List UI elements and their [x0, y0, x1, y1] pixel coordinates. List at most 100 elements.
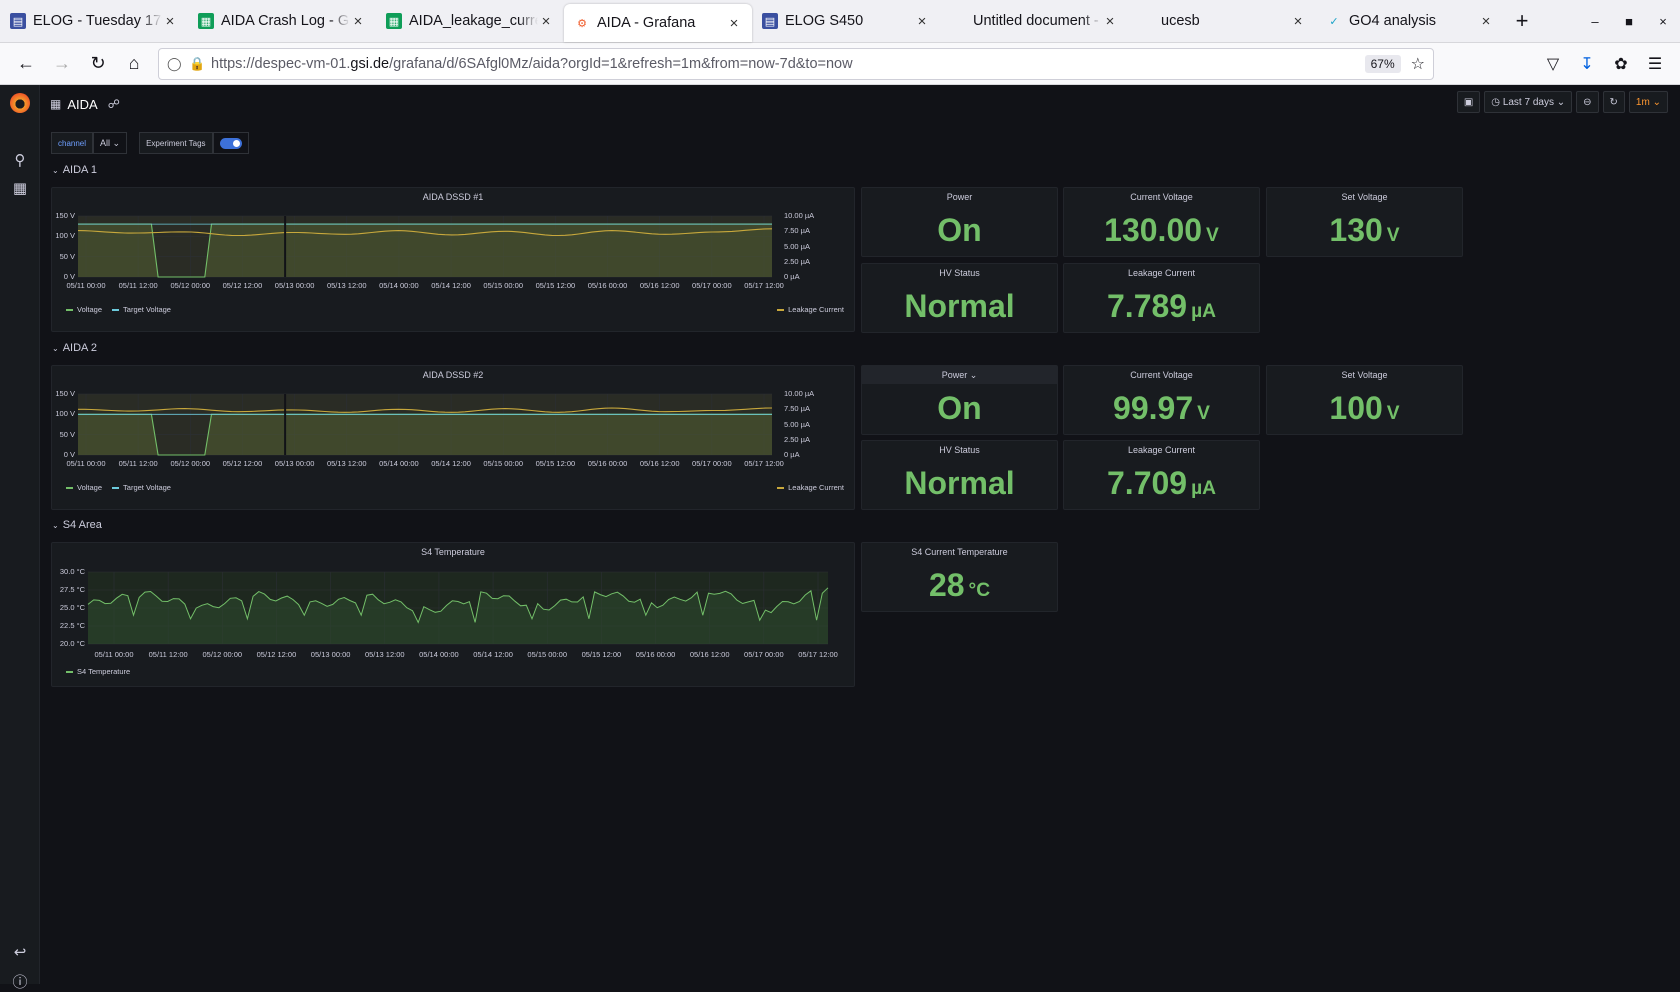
- panel-title[interactable]: Power ⌄: [862, 366, 1057, 384]
- stat-panel-leakage-2[interactable]: Leakage Current 7.709 µA: [1063, 440, 1260, 510]
- close-icon[interactable]: ×: [353, 12, 363, 30]
- tv-mode-icon[interactable]: ▣: [1456, 91, 1481, 113]
- close-icon[interactable]: ×: [917, 12, 927, 30]
- legend-item[interactable]: Target Voltage: [112, 305, 171, 314]
- graph-panel-aida1[interactable]: AIDA DSSD #1 05/11 00:00 05/11 12:00 05/12…: [51, 187, 855, 332]
- minimize-icon[interactable]: –: [1591, 13, 1599, 29]
- sheets-icon: ▦: [198, 13, 214, 29]
- stat-panel-set-voltage-1[interactable]: Set Voltage 130 V: [1266, 187, 1463, 257]
- stat-unit: µA: [1191, 301, 1216, 322]
- row-header-s4[interactable]: ⌄ S4 Area: [52, 519, 102, 531]
- x-tick-label: 05/14 12:00: [431, 281, 471, 290]
- zoom-level[interactable]: 67%: [1364, 54, 1401, 73]
- browser-tab[interactable]: ⚙ AIDA - Grafana ×: [564, 4, 752, 42]
- new-tab-icon[interactable]: +: [1515, 8, 1529, 33]
- stat-panel-leakage-1[interactable]: Leakage Current 7.789 µA: [1063, 263, 1260, 333]
- bookmark-star-icon[interactable]: ☆: [1410, 55, 1425, 73]
- lock-icon[interactable]: 🔒: [189, 55, 206, 71]
- legend-swatch: [66, 671, 73, 673]
- extension-icon[interactable]: ✿: [1614, 55, 1628, 73]
- stat-value: 7.789 µA: [1064, 288, 1259, 325]
- blank-page-icon: [950, 13, 966, 29]
- row-header-aida1[interactable]: ⌄ AIDA 1: [52, 164, 97, 176]
- legend-item[interactable]: Leakage Current: [777, 305, 844, 314]
- stat-unit: V: [1206, 225, 1219, 246]
- stat-panel-s4-temp[interactable]: S4 Current Temperature 28 °C: [861, 542, 1058, 612]
- window-close-icon[interactable]: ×: [1659, 13, 1667, 29]
- chart-legend-left: Voltage Target Voltage: [66, 483, 171, 492]
- download-icon[interactable]: ↧: [1580, 55, 1594, 73]
- url-bar[interactable]: ◯ 🔒 https://despec-vm-01.gsi.de/grafana/…: [158, 47, 1434, 80]
- x-tick-label: 05/16 12:00: [639, 281, 680, 290]
- reload-icon[interactable]: ↻: [90, 53, 106, 73]
- sign-in-icon[interactable]: ↩: [13, 944, 27, 961]
- stat-panel-power-1[interactable]: Power On: [861, 187, 1058, 257]
- chart-legend-left: Voltage Target Voltage: [66, 305, 171, 314]
- dashboard-title[interactable]: AIDA: [67, 96, 98, 112]
- time-picker[interactable]: ◷ Last 7 days ⌄: [1484, 91, 1573, 113]
- menu-icon[interactable]: ☰: [1647, 55, 1663, 73]
- close-icon[interactable]: ×: [729, 14, 739, 32]
- chart-svg: [78, 393, 773, 456]
- graph-panel-aida2[interactable]: AIDA DSSD #2 05/11 00:00 05/11 12:00 05/12…: [51, 365, 855, 510]
- legend-item[interactable]: Target Voltage: [112, 483, 171, 492]
- close-icon[interactable]: ×: [541, 12, 551, 30]
- share-icon[interactable]: ☍: [107, 97, 120, 111]
- legend-item[interactable]: S4 Temperature: [66, 667, 130, 676]
- y-left-tick-label: 50 V: [59, 251, 75, 261]
- dashboards-icon[interactable]: ▦: [12, 180, 28, 197]
- x-tick-label: 05/14 00:00: [379, 281, 419, 290]
- series-area-temperature: [88, 587, 828, 644]
- template-variables: channel All ⌄ Experiment Tags: [51, 132, 249, 154]
- panel-title: Set Voltage: [1341, 370, 1388, 380]
- x-tick-label: 05/14 12:00: [431, 459, 471, 468]
- help-icon[interactable]: ⓘ: [12, 974, 28, 991]
- legend-item[interactable]: Leakage Current: [777, 483, 844, 492]
- x-tick-label: 05/12 00:00: [170, 459, 211, 468]
- browser-tab[interactable]: ▦ AIDA Crash Log - Go ×: [188, 0, 376, 42]
- stat-panel-power-2[interactable]: Power ⌄ On: [861, 365, 1058, 435]
- stat-number: 99.97: [1113, 390, 1194, 426]
- channel-select[interactable]: All ⌄: [93, 132, 128, 154]
- grafana-logo[interactable]: [0, 93, 40, 113]
- experiment-tags-toggle[interactable]: [212, 132, 249, 154]
- x-tick-label: 05/16 00:00: [587, 281, 628, 290]
- stat-unit: °C: [968, 580, 991, 601]
- close-icon[interactable]: ×: [165, 12, 175, 30]
- browser-tab[interactable]: Untitled document - S4×: [940, 0, 1128, 42]
- stat-panel-hv-status-1[interactable]: HV Status Normal: [861, 263, 1058, 333]
- legend-item[interactable]: Voltage: [66, 483, 102, 492]
- row-header-aida2[interactable]: ⌄ AIDA 2: [52, 342, 97, 354]
- url-text[interactable]: https://despec-vm-01.gsi.de/grafana/d/6S…: [211, 55, 853, 72]
- browser-tab[interactable]: ✓ GO4 analysis ×: [1316, 0, 1504, 42]
- close-icon[interactable]: ×: [1293, 12, 1303, 30]
- refresh-interval[interactable]: 1m ⌄: [1628, 91, 1668, 113]
- refresh-icon[interactable]: ↻: [1602, 91, 1625, 113]
- stat-panel-set-voltage-2[interactable]: Set Voltage 100 V: [1266, 365, 1463, 435]
- x-tick-label: 05/12 00:00: [202, 650, 243, 659]
- browser-tab[interactable]: ▤ ELOG S450 ×: [752, 0, 940, 42]
- graph-panel-s4-temperature[interactable]: S4 Temperature 05/11 00:00 05/11 12:00 05/…: [51, 542, 855, 687]
- forward-icon[interactable]: →: [53, 53, 71, 73]
- browser-tab[interactable]: ▦ AIDA_leakage_curre ×: [376, 0, 564, 42]
- pocket-icon[interactable]: ▽: [1546, 55, 1560, 73]
- browser-tab[interactable]: ▤ ELOG - Tuesday 17th ×: [0, 0, 188, 42]
- legend-item[interactable]: Voltage: [66, 305, 102, 314]
- close-icon[interactable]: ×: [1481, 12, 1491, 30]
- home-icon[interactable]: ⌂: [128, 53, 140, 73]
- browser-tab[interactable]: ucesb ×: [1128, 0, 1316, 42]
- zoom-out-icon[interactable]: ⊖: [1576, 91, 1599, 113]
- stat-panel-current-voltage-1[interactable]: Current Voltage 130.00 V: [1063, 187, 1260, 257]
- shield-icon[interactable]: ◯: [167, 55, 182, 71]
- stat-panel-hv-status-2[interactable]: HV Status Normal: [861, 440, 1058, 510]
- stat-panel-current-voltage-2[interactable]: Current Voltage 99.97 V: [1063, 365, 1260, 435]
- x-tick-label: 05/15 00:00: [483, 459, 524, 468]
- back-icon[interactable]: ←: [17, 53, 35, 73]
- search-icon[interactable]: ⚲: [14, 152, 26, 169]
- close-icon[interactable]: ×: [1105, 12, 1115, 30]
- y-tick-label: 20.0 °C: [59, 639, 85, 648]
- series-area-voltage: [78, 414, 772, 455]
- stat-number: 28: [928, 567, 965, 603]
- tab-title: ELOG - Tuesday 17th: [33, 13, 162, 29]
- maximize-icon[interactable]: ■: [1625, 13, 1633, 29]
